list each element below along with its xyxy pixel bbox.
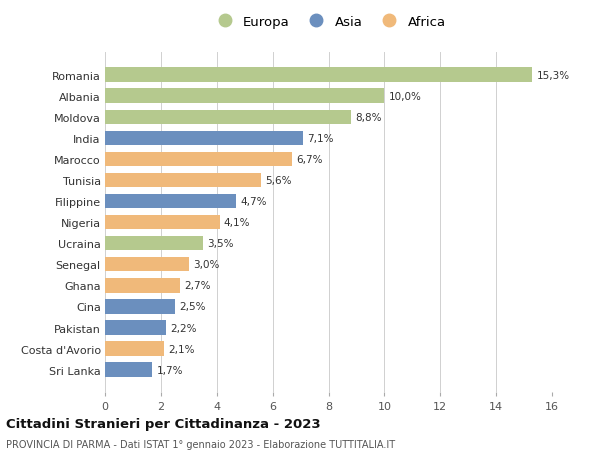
Text: 2,1%: 2,1% bbox=[168, 344, 194, 354]
Bar bbox=[105, 174, 262, 188]
Text: 10,0%: 10,0% bbox=[389, 91, 421, 101]
Text: 3,0%: 3,0% bbox=[193, 260, 220, 270]
Text: 2,2%: 2,2% bbox=[170, 323, 197, 333]
Text: 3,5%: 3,5% bbox=[207, 239, 233, 249]
Bar bbox=[105, 321, 166, 335]
Legend: Europa, Asia, Africa: Europa, Asia, Africa bbox=[208, 12, 449, 33]
Bar bbox=[105, 215, 220, 230]
Text: 7,1%: 7,1% bbox=[308, 134, 334, 144]
Text: 15,3%: 15,3% bbox=[536, 70, 570, 80]
Bar bbox=[105, 257, 189, 272]
Bar bbox=[105, 341, 164, 356]
Bar bbox=[105, 131, 304, 146]
Bar bbox=[105, 110, 351, 124]
Bar bbox=[105, 363, 152, 377]
Text: 6,7%: 6,7% bbox=[296, 155, 323, 164]
Bar bbox=[105, 89, 385, 104]
Text: 4,7%: 4,7% bbox=[241, 196, 267, 207]
Bar bbox=[105, 300, 175, 314]
Bar bbox=[105, 68, 532, 83]
Bar bbox=[105, 279, 181, 293]
Bar bbox=[105, 195, 236, 209]
Text: 2,5%: 2,5% bbox=[179, 302, 206, 312]
Text: 2,7%: 2,7% bbox=[185, 281, 211, 291]
Text: 4,1%: 4,1% bbox=[224, 218, 250, 228]
Bar bbox=[105, 236, 203, 251]
Text: 8,8%: 8,8% bbox=[355, 112, 382, 123]
Bar bbox=[105, 152, 292, 167]
Text: 1,7%: 1,7% bbox=[157, 365, 183, 375]
Text: Cittadini Stranieri per Cittadinanza - 2023: Cittadini Stranieri per Cittadinanza - 2… bbox=[6, 417, 320, 430]
Text: 5,6%: 5,6% bbox=[266, 175, 292, 185]
Text: PROVINCIA DI PARMA - Dati ISTAT 1° gennaio 2023 - Elaborazione TUTTITALIA.IT: PROVINCIA DI PARMA - Dati ISTAT 1° genna… bbox=[6, 440, 395, 449]
